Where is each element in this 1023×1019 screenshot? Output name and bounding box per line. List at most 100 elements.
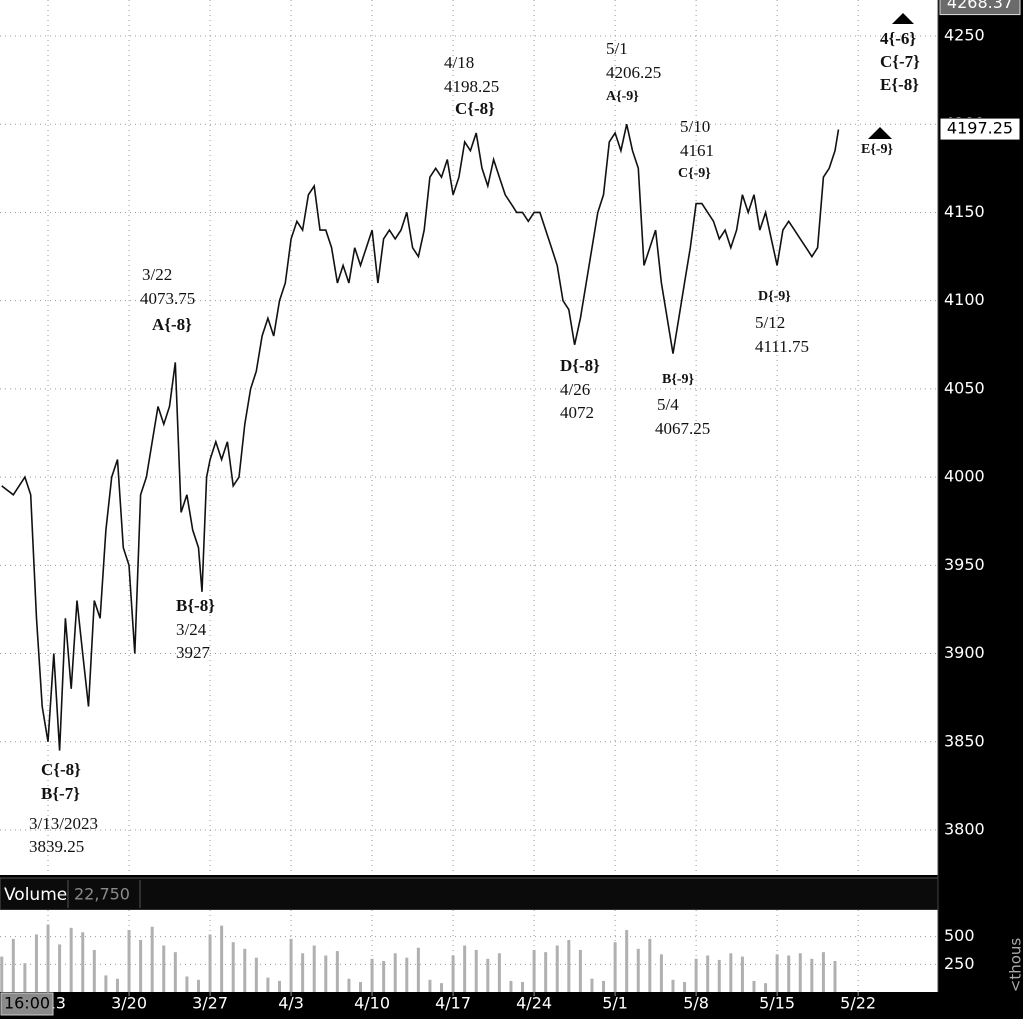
price-panel	[0, 0, 938, 875]
annotation: C{-8}	[41, 760, 81, 779]
volume-bar	[347, 978, 351, 992]
annotation: D{-9}	[758, 289, 791, 304]
volume-bar	[23, 963, 27, 992]
annotation: B{-8}	[176, 596, 215, 615]
y-tick-label: 3850	[944, 731, 985, 750]
annotation: 4{-6}	[880, 29, 916, 48]
annotation: 5/1	[606, 39, 628, 58]
volume-bar	[717, 959, 721, 992]
annotation: 3/22	[142, 265, 172, 284]
x-tick-label: 5/8	[683, 994, 709, 1013]
marker-triangle	[892, 13, 914, 24]
volume-bar	[312, 945, 316, 992]
annotation: B{-7}	[41, 784, 80, 803]
annotation: C{-7}	[880, 52, 920, 71]
y-tick-label: 250	[944, 954, 975, 973]
annotation: E{-8}	[880, 75, 919, 94]
volume-bar	[740, 956, 744, 992]
time-box	[0, 992, 54, 1016]
volume-bar	[34, 934, 38, 992]
volume-bar	[451, 955, 455, 992]
y-tick-label: 500	[944, 926, 975, 945]
volume-bar	[220, 925, 224, 992]
volume-bar	[254, 957, 258, 992]
annotation: 5/12	[755, 313, 785, 332]
volume-bar	[359, 982, 363, 992]
annotation: 4206.25	[606, 63, 661, 82]
annotation: 5/4	[657, 395, 679, 414]
volume-bar	[578, 949, 582, 992]
volume-bar	[393, 953, 397, 992]
volume-panel	[0, 910, 938, 992]
volume-bar	[370, 958, 374, 992]
annotation: 4073.75	[140, 289, 195, 308]
annotation: 4/18	[444, 53, 474, 72]
annotation: 4/26	[560, 380, 590, 399]
annotation: 3/13/2023	[29, 814, 98, 833]
volume-bar	[463, 945, 467, 992]
volume-bar	[486, 958, 490, 992]
y-tick-label: 4050	[944, 378, 985, 397]
annotation: 3927	[176, 643, 211, 662]
volume-bar	[0, 956, 4, 992]
volume-bar	[127, 930, 131, 992]
y-tick-label: 4150	[944, 202, 985, 221]
x-tick-label: 5/1	[602, 994, 628, 1013]
x-tick-label: 4/3	[278, 994, 304, 1013]
annotation: 4072	[560, 403, 594, 422]
annotation: A{-8}	[152, 315, 192, 334]
volume-bar	[162, 945, 166, 992]
volume-bar	[775, 954, 779, 992]
volume-bar	[625, 930, 629, 992]
y-tick-label: 4100	[944, 290, 985, 309]
time-label: 16:00	[4, 994, 50, 1013]
volume-bar	[567, 939, 571, 992]
volume-bar	[185, 976, 189, 992]
volume-bar	[58, 944, 62, 992]
x-tick-label: 4/24	[516, 994, 552, 1013]
volume-bar	[752, 980, 756, 992]
volume-bar	[706, 955, 710, 992]
volume-bar	[69, 927, 73, 992]
volume-bar	[636, 948, 640, 992]
annotation: 4198.25	[444, 77, 499, 96]
volume-header	[0, 877, 939, 911]
volume-bar	[277, 980, 281, 992]
volume-bar	[266, 977, 270, 992]
x-tick-label: 3/27	[192, 994, 228, 1013]
annotation: D{-8}	[560, 356, 600, 375]
volume-bar	[11, 938, 15, 992]
volume-bar	[139, 939, 143, 992]
volume-bar	[497, 953, 501, 992]
volume-bar	[613, 942, 617, 992]
volume-bar	[196, 979, 200, 992]
volume-bar	[833, 961, 837, 992]
volume-bar	[440, 983, 444, 992]
volume-bar	[729, 953, 733, 992]
annotation: 3839.25	[29, 837, 84, 856]
volume-bar	[428, 979, 432, 992]
volume-bar	[104, 975, 108, 992]
volume-unit: <thous	[1007, 938, 1023, 993]
annotation: 3/24	[176, 620, 207, 639]
volume-bar	[150, 926, 154, 992]
price-marker-box	[939, 117, 1021, 141]
volume-bar	[335, 951, 339, 992]
annotation: B{-9}	[662, 372, 695, 387]
annotation: E{-9}	[861, 142, 894, 157]
volume-bar	[324, 955, 328, 992]
volume-bar	[544, 952, 548, 992]
y-tick-label: 3950	[944, 555, 985, 574]
volume-bar	[694, 958, 698, 992]
volume-bar	[474, 949, 478, 992]
volume-bar	[602, 980, 606, 992]
x-tick-label: 4/10	[354, 994, 390, 1013]
volume-bar	[798, 953, 802, 992]
volume-bar	[208, 934, 212, 992]
x-tick-label: 5/15	[759, 994, 795, 1013]
annotation: 4161	[680, 141, 714, 160]
volume-bar	[683, 982, 687, 992]
marker-triangle	[868, 127, 892, 139]
annotation: 5/10	[680, 117, 710, 136]
volume-bar	[821, 952, 825, 992]
